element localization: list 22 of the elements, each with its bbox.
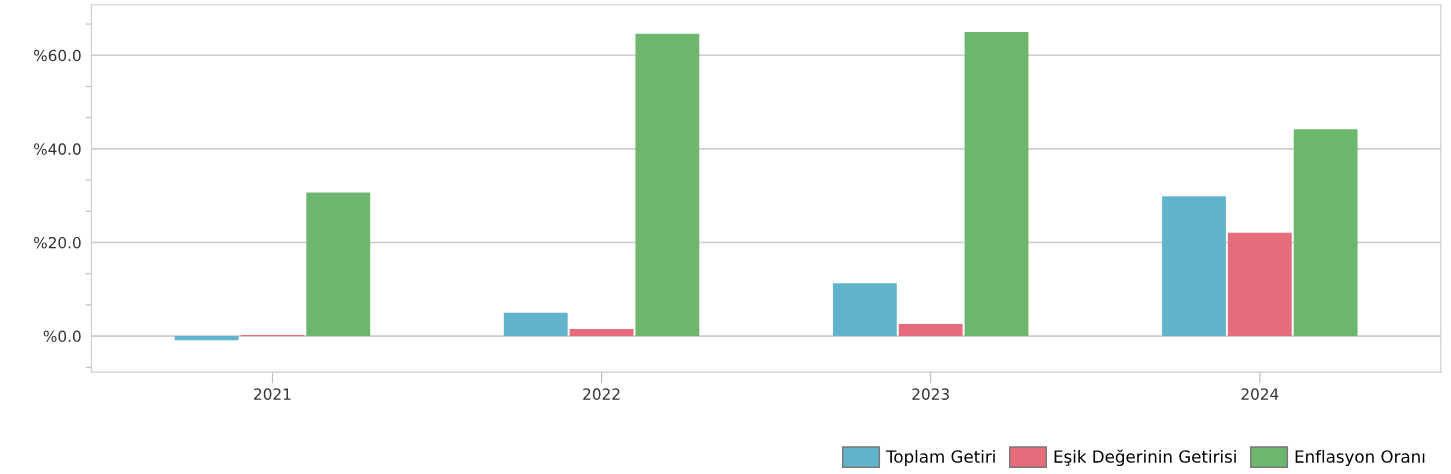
- x-tick-label: 2024: [1241, 388, 1279, 400]
- x-tick-label: 2023: [912, 388, 949, 400]
- x-tick-label: 2022: [583, 388, 620, 400]
- y-tick-label: %0.0: [43, 330, 81, 343]
- bar: [964, 31, 1029, 337]
- bar: [898, 323, 963, 337]
- legend-label: Toplam Getiri: [885, 449, 995, 467]
- bar: [174, 336, 239, 341]
- bar: [1162, 196, 1226, 337]
- y-tick-label: %20.0: [34, 236, 81, 249]
- y-tick-label: %60.0: [34, 49, 81, 62]
- bar: [832, 283, 897, 337]
- y-tick-label: %40.0: [34, 143, 81, 155]
- bar: [1293, 129, 1358, 337]
- bar: [1227, 232, 1292, 337]
- bar: [569, 329, 634, 337]
- legend-label: Enflasyon Oranı: [1295, 449, 1425, 467]
- x-tick-label: 2021: [254, 388, 291, 400]
- bar: [306, 192, 371, 337]
- bar: [635, 33, 700, 337]
- bar: [503, 312, 568, 337]
- legend-label: Eşik Değerinin Getirisi: [1054, 449, 1236, 467]
